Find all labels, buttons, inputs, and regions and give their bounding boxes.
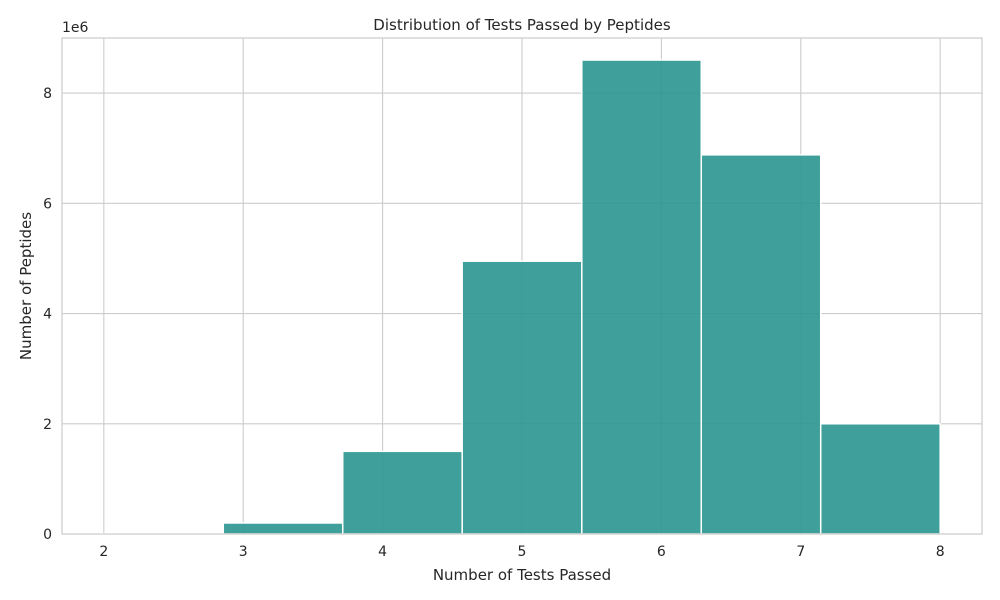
x-tick-label: 8 (936, 544, 945, 560)
x-axis-ticks: 2 3 4 5 6 7 8 (99, 544, 944, 560)
histogram-bar (461, 260, 583, 535)
histogram-bar (222, 522, 344, 535)
histogram-bar (819, 423, 941, 535)
chart-title: Distribution of Tests Passed by Peptides (373, 16, 671, 34)
histogram-bar (341, 450, 463, 535)
histogram-bars (103, 59, 941, 535)
y-tick-label: 2 (43, 417, 52, 433)
x-tick-label: 3 (239, 544, 248, 560)
y-axis-ticks: 0 2 4 6 8 (43, 86, 52, 543)
y-tick-label: 0 (43, 527, 52, 543)
x-axis-label: Number of Tests Passed (433, 566, 611, 584)
plot-frame (61, 37, 983, 535)
x-tick-label: 7 (796, 544, 805, 560)
y-axis-offset-label: 1e6 (62, 20, 89, 36)
histogram-bar (700, 154, 822, 535)
x-tick-label: 4 (378, 544, 387, 560)
y-tick-label: 4 (43, 307, 52, 323)
histogram-bar (581, 59, 703, 535)
x-tick-label: 5 (518, 544, 527, 560)
y-tick-label: 8 (43, 86, 52, 102)
x-tick-label: 6 (657, 544, 666, 560)
y-tick-label: 6 (43, 196, 52, 212)
y-axis-label: Number of Peptides (17, 212, 35, 360)
x-tick-label: 2 (99, 544, 108, 560)
